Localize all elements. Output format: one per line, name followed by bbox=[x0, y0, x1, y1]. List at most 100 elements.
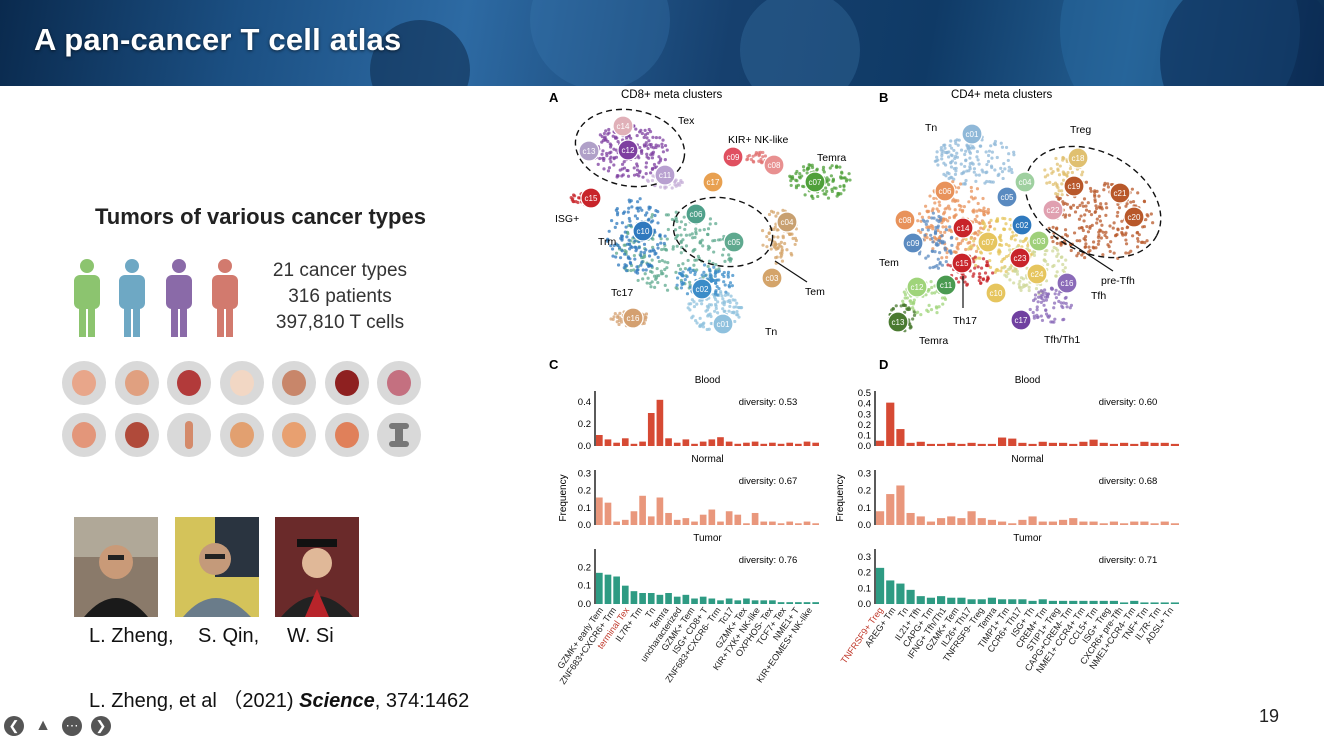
umap-point bbox=[648, 205, 652, 210]
umap-point bbox=[1061, 170, 1065, 174]
umap-point bbox=[638, 145, 642, 150]
umap-point bbox=[1055, 270, 1059, 274]
umap-point bbox=[826, 196, 831, 200]
umap-point bbox=[1124, 204, 1128, 208]
umap-point bbox=[1076, 251, 1080, 255]
umap-point bbox=[956, 186, 961, 190]
umap-point bbox=[954, 250, 958, 255]
umap-point bbox=[975, 150, 980, 154]
umap-point bbox=[635, 206, 639, 210]
cluster-label: c21 bbox=[1114, 189, 1127, 198]
umap-point bbox=[1054, 156, 1058, 161]
umap-point bbox=[1025, 283, 1029, 287]
umap-point bbox=[673, 228, 678, 232]
umap-point bbox=[933, 291, 937, 295]
meta-cluster-label: Tem bbox=[879, 257, 899, 269]
cluster-marker bbox=[702, 171, 724, 193]
umap-point bbox=[1069, 303, 1074, 307]
bar bbox=[977, 443, 986, 446]
umap-point bbox=[634, 127, 638, 131]
cluster-label: c06 bbox=[939, 187, 952, 196]
umap-point bbox=[723, 259, 727, 263]
umap-point bbox=[1060, 255, 1064, 259]
bar bbox=[937, 518, 946, 525]
umap-point bbox=[1083, 245, 1088, 249]
umap-point bbox=[1103, 233, 1107, 237]
umap-point bbox=[1012, 153, 1016, 157]
organ-shape bbox=[124, 422, 149, 448]
umap-point bbox=[1052, 306, 1056, 310]
umap-point bbox=[751, 154, 755, 158]
y-tick-label: 0.1 bbox=[578, 581, 591, 592]
umap-point bbox=[610, 247, 615, 251]
umap-point bbox=[1039, 289, 1044, 293]
umap-point bbox=[642, 251, 647, 255]
umap-point bbox=[625, 235, 629, 239]
umap-point bbox=[665, 148, 669, 152]
umap-point bbox=[1044, 298, 1049, 302]
umap-point bbox=[972, 239, 976, 243]
umap-point bbox=[940, 241, 945, 245]
umap-point bbox=[662, 241, 666, 246]
umap-point bbox=[658, 136, 662, 140]
umap-point bbox=[959, 204, 963, 208]
cluster-label: c07 bbox=[982, 238, 995, 247]
umap-point bbox=[683, 267, 688, 271]
umap-point bbox=[1120, 232, 1124, 236]
bar bbox=[1018, 519, 1027, 525]
bar bbox=[1059, 519, 1068, 525]
umap-point bbox=[650, 215, 654, 219]
umap-point bbox=[1073, 210, 1078, 214]
umap-point bbox=[643, 128, 647, 132]
umap-point bbox=[810, 194, 814, 198]
umap-point bbox=[695, 321, 699, 325]
umap-point bbox=[1129, 200, 1133, 204]
umap-point bbox=[627, 216, 631, 221]
y-tick-label: 0.1 bbox=[858, 583, 871, 594]
umap-point bbox=[1124, 242, 1129, 246]
umap-point bbox=[988, 265, 993, 269]
umap-point bbox=[1149, 212, 1153, 216]
umap-point bbox=[989, 180, 993, 184]
organ-shape bbox=[177, 370, 201, 396]
prev-slide-button[interactable]: ❮ bbox=[4, 716, 24, 736]
cluster-marker bbox=[1109, 182, 1131, 204]
umap-point bbox=[726, 292, 730, 296]
cluster-label: c10 bbox=[990, 289, 1003, 298]
umap-point bbox=[722, 309, 726, 314]
umap-point bbox=[776, 211, 780, 215]
umap-point bbox=[943, 143, 947, 147]
umap-point bbox=[991, 271, 995, 275]
cluster-marker bbox=[622, 307, 644, 329]
next-slide-button[interactable]: ❯ bbox=[91, 716, 111, 736]
umap-point bbox=[936, 158, 940, 162]
bar bbox=[621, 585, 629, 604]
more-options-button[interactable]: ⋯ bbox=[62, 716, 82, 736]
facet-title: Blood bbox=[695, 375, 721, 386]
bar bbox=[656, 497, 664, 525]
umap-point bbox=[1006, 272, 1010, 276]
umap-point bbox=[675, 244, 679, 248]
person-leg bbox=[226, 303, 233, 337]
y-tick-label: 0.0 bbox=[578, 441, 591, 452]
umap-point bbox=[1069, 248, 1073, 253]
umap-point bbox=[638, 197, 642, 201]
umap-point bbox=[1066, 170, 1070, 175]
umap-point bbox=[752, 160, 756, 164]
umap-point bbox=[1000, 145, 1005, 149]
bar bbox=[1160, 442, 1169, 446]
bar bbox=[613, 442, 620, 446]
umap-point bbox=[1006, 267, 1010, 272]
umap-point bbox=[970, 161, 974, 165]
bar bbox=[1069, 518, 1078, 525]
presenter-icon[interactable]: ▲ bbox=[35, 717, 51, 734]
umap-point bbox=[632, 173, 637, 177]
umap-point bbox=[733, 319, 737, 324]
umap-point bbox=[713, 292, 717, 296]
cluster-label: c02 bbox=[696, 285, 709, 294]
umap-point bbox=[1095, 221, 1099, 225]
bar bbox=[725, 598, 733, 604]
umap-point bbox=[757, 151, 761, 155]
umap-point bbox=[1035, 308, 1039, 312]
person-body bbox=[166, 275, 192, 309]
